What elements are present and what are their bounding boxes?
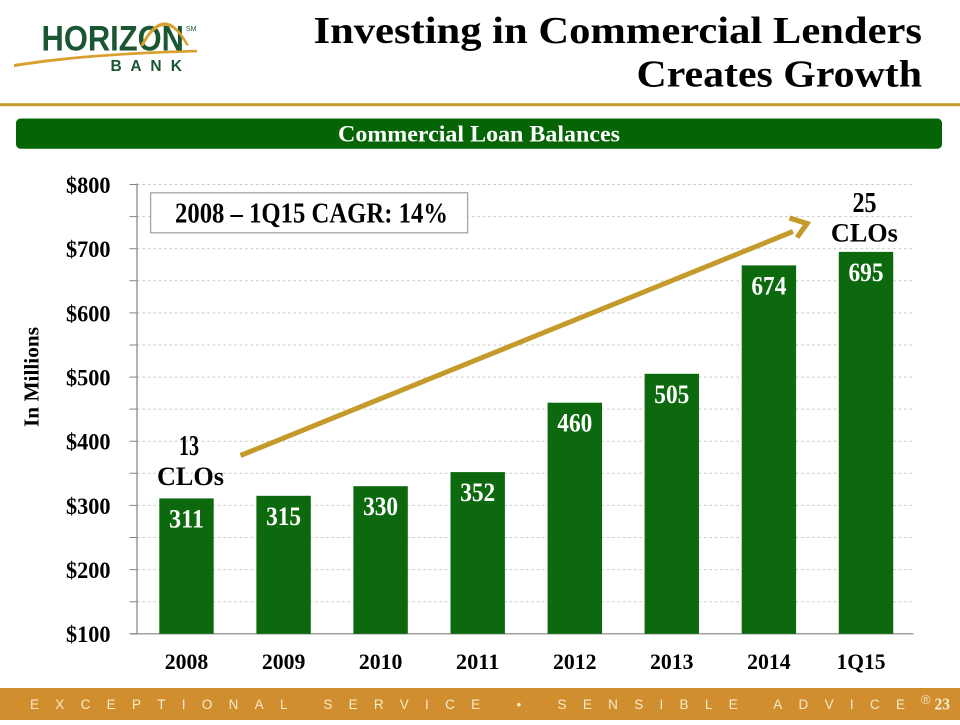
svg-text:$400: $400 (66, 430, 111, 455)
svg-text:SM: SM (186, 26, 197, 33)
svg-text:2009: 2009 (262, 649, 306, 674)
svg-text:2014: 2014 (747, 649, 791, 674)
svg-text:2010: 2010 (359, 649, 403, 674)
svg-text:Creates Growth: Creates Growth (637, 54, 923, 96)
svg-text:315: 315 (266, 502, 301, 531)
svg-text:2008: 2008 (165, 649, 209, 674)
svg-text:®: ® (921, 692, 931, 707)
svg-text:2013: 2013 (650, 649, 694, 674)
svg-text:352: 352 (460, 478, 495, 507)
svg-text:$300: $300 (66, 494, 111, 519)
svg-text:2011: 2011 (456, 649, 500, 674)
svg-text:311: 311 (169, 504, 204, 533)
svg-text:Commercial Loan Balances: Commercial Loan Balances (338, 122, 620, 148)
svg-text:In Millions: In Millions (20, 327, 44, 427)
svg-text:CLOs: CLOs (157, 462, 224, 491)
svg-text:330: 330 (363, 492, 398, 521)
svg-text:$100: $100 (66, 622, 111, 647)
svg-text:25: 25 (853, 188, 877, 219)
svg-text:695: 695 (849, 258, 884, 287)
svg-text:505: 505 (654, 380, 689, 409)
svg-text:13: 13 (179, 431, 199, 462)
svg-text:2008 – 1Q15 CAGR: 14%: 2008 – 1Q15 CAGR: 14% (175, 199, 448, 230)
svg-text:674: 674 (751, 271, 786, 300)
svg-text:2012: 2012 (553, 649, 597, 674)
svg-text:B A N K: B A N K (111, 58, 183, 75)
svg-text:$600: $600 (66, 301, 111, 326)
svg-text:$200: $200 (66, 558, 111, 583)
svg-text:460: 460 (557, 409, 592, 438)
svg-text:CLOs: CLOs (831, 219, 898, 248)
svg-text:23: 23 (935, 695, 951, 714)
svg-text:$500: $500 (66, 366, 111, 391)
svg-text:1Q15: 1Q15 (837, 649, 886, 674)
svg-text:$800: $800 (66, 173, 111, 198)
svg-text:$700: $700 (66, 237, 111, 262)
svg-text:Investing in Commercial Lender: Investing in Commercial Lenders (314, 10, 923, 52)
